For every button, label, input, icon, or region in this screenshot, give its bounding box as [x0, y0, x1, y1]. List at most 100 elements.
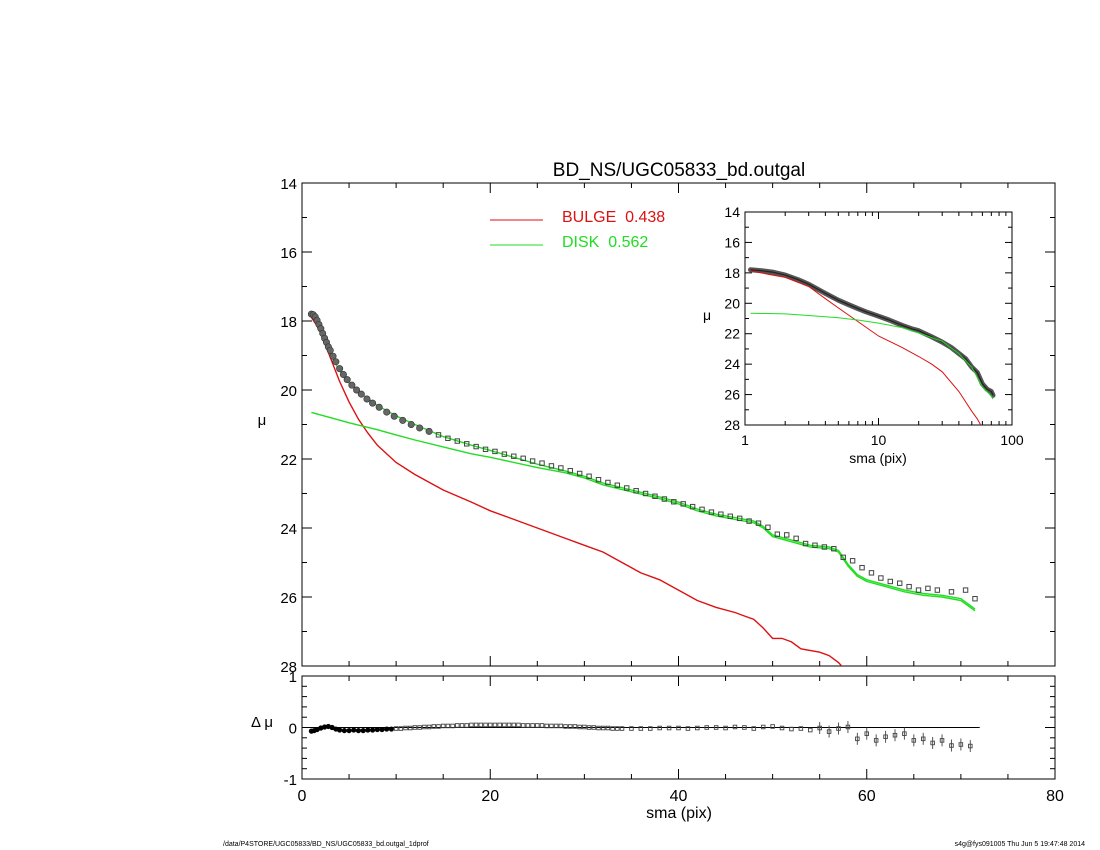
inset-y-tick-label: 22	[724, 326, 740, 342]
x-tick-label: 40	[670, 788, 688, 805]
main-y-tick-label: 20	[280, 383, 297, 400]
residual-point	[582, 724, 587, 730]
residual-point	[351, 727, 357, 733]
residual-point	[393, 726, 399, 731]
residual-y-axis-label: Δ μ	[251, 714, 273, 731]
residual-point	[600, 725, 606, 731]
residual-point	[713, 725, 719, 730]
residual-point	[892, 732, 898, 738]
disk-line	[311, 411, 976, 612]
data-point	[369, 399, 377, 407]
data-point	[399, 416, 407, 424]
residual-y-tick-label: 1	[289, 669, 297, 686]
residual-point	[808, 727, 813, 733]
residual-point	[417, 725, 422, 730]
main-panel: 14 16 18 20 22 24 26 28 μ	[258, 176, 1056, 676]
inset-disk-line	[750, 312, 994, 400]
residual-point	[770, 724, 775, 729]
residual-point	[939, 738, 945, 743]
x-axis-label: sma (pix)	[646, 805, 712, 822]
inset-x-tick-label: 10	[871, 432, 887, 448]
residual-point	[789, 726, 794, 732]
inset-y-axis-label: μ	[703, 307, 711, 323]
residual-point	[817, 725, 822, 731]
residual-point	[845, 724, 851, 730]
data-point	[642, 490, 649, 497]
residual-point	[412, 725, 418, 730]
residual-point	[902, 731, 907, 736]
residual-point	[949, 743, 954, 748]
inset-y-tick-label: 26	[724, 387, 740, 403]
residual-point	[836, 726, 841, 731]
residual-point	[346, 727, 352, 734]
residual-point	[873, 738, 879, 743]
residual-point	[459, 723, 465, 728]
residual-point	[760, 724, 766, 730]
data-point	[718, 511, 724, 517]
inset-y-tick-label: 14	[724, 204, 740, 220]
residual-point	[826, 729, 832, 734]
residual-point	[355, 727, 362, 734]
data-point	[353, 386, 361, 394]
data-point	[624, 485, 630, 491]
data-point	[492, 448, 498, 455]
inset-y-tick-label: 28	[724, 417, 740, 433]
residual-point	[388, 726, 395, 732]
main-y-tick-label: 22	[280, 452, 297, 469]
residual-point	[525, 723, 531, 728]
data-point	[464, 441, 470, 447]
residual-point	[464, 723, 469, 728]
residual-point	[341, 727, 347, 734]
residual-point	[455, 723, 460, 728]
data-point	[652, 493, 658, 499]
data-point	[558, 465, 564, 471]
residual-point	[407, 725, 413, 731]
residual-point	[445, 723, 451, 729]
data-point	[435, 432, 442, 438]
data-point	[868, 570, 875, 576]
x-tick-label: 0	[298, 788, 307, 805]
inset-y-tick-label: 18	[724, 265, 740, 281]
data-point	[614, 482, 621, 488]
data-point	[915, 587, 922, 593]
data-point	[887, 578, 893, 585]
data-point	[934, 587, 941, 593]
data-point	[326, 346, 334, 354]
data-point	[383, 408, 391, 416]
inset-bulge-line	[750, 270, 982, 425]
residual-point	[549, 723, 554, 729]
residual-point	[666, 725, 672, 731]
data-point	[332, 358, 340, 366]
data-point	[473, 443, 479, 450]
data-point	[812, 542, 818, 548]
residual-point	[577, 724, 582, 730]
data-point	[375, 403, 383, 411]
main-y-axis-label: μ	[258, 412, 267, 429]
residual-point	[563, 724, 568, 729]
data-point	[972, 596, 978, 602]
residual-point	[488, 722, 493, 728]
data-point	[755, 520, 762, 526]
data-point	[736, 515, 743, 522]
residual-panel: 10-10 20 40 60 80 Δ μ sma (pix)	[251, 669, 1064, 822]
x-tick-label: 20	[481, 788, 499, 805]
residual-point	[695, 725, 700, 731]
residual-point	[365, 727, 371, 733]
x-tick-label: 80	[1046, 788, 1064, 805]
residual-point	[379, 726, 385, 733]
data-point	[343, 376, 351, 384]
data-point	[840, 554, 846, 561]
data-point	[962, 587, 969, 593]
residual-point	[605, 725, 611, 731]
data-point	[633, 488, 639, 494]
residual-point	[403, 725, 408, 731]
main-y-tick-label: 28	[280, 659, 297, 676]
footer-timestamp: s4g@fys091005 Thu Jun 5 19:47:48 2014	[954, 841, 1085, 848]
data-point	[567, 468, 573, 474]
residual-point	[920, 736, 926, 742]
residual-point	[855, 736, 860, 742]
footer-file-path: /data/P4STORE/UGC05833/BD_NS/UGC05833_bd…	[223, 841, 429, 848]
residual-point	[591, 725, 597, 730]
residual-point	[520, 723, 526, 728]
